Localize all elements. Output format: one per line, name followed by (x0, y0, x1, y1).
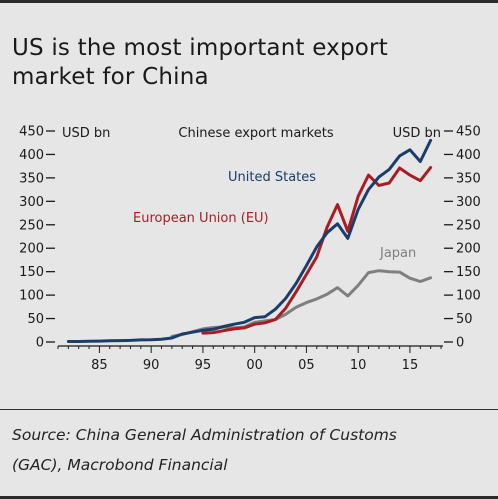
right-y-tick-label: 250 (456, 218, 481, 233)
x-tick-label: 15 (402, 358, 419, 373)
bottom-rule (0, 496, 498, 499)
source-divider (0, 409, 498, 410)
chart: 0 0 50 50 100 100 150 150 200 200 250 250 300 300 350 3… (0, 118, 498, 380)
right-y-tick-label: 100 (456, 289, 481, 304)
x-tick-label: 95 (195, 358, 212, 373)
right-axis-unit: USD bn (393, 126, 441, 141)
left-y-tick-label: 300 (19, 195, 44, 210)
title-line-1: US is the most important export (12, 35, 388, 61)
x-tick-label: 85 (91, 358, 108, 373)
right-y-tick-label: 350 (456, 171, 481, 186)
right-y-tick-label: 150 (456, 265, 481, 280)
right-y-tick-label: 0 (456, 336, 464, 351)
left-y-tick-label: 100 (19, 289, 44, 304)
series-layer (66, 138, 433, 343)
left-y-tick-label: 200 (19, 242, 44, 257)
left-y-tick-label: 400 (19, 148, 44, 163)
series-line-european-union-eu (201, 166, 433, 335)
left-y-tick-label: 150 (19, 265, 44, 280)
legend-label-japan: Japan (379, 246, 416, 261)
top-rule (0, 0, 498, 3)
left-axis-unit: USD bn (62, 126, 110, 141)
source-note: Source: China General Administration of … (12, 420, 488, 480)
left-y-tick-label: 50 (27, 312, 44, 327)
title-line-2: market for China (12, 64, 209, 90)
x-tick-label: 10 (350, 358, 367, 373)
left-y-tick-label: 0 (36, 336, 44, 351)
series-line-united-states (66, 138, 433, 343)
left-y-tick-label: 250 (19, 218, 44, 233)
x-tick-label: 00 (246, 358, 263, 373)
left-y-tick-label: 350 (19, 171, 44, 186)
source-line-1: Source: China General Administration of … (12, 426, 397, 444)
page-title: US is the most important export market f… (12, 34, 482, 92)
chart-title: Chinese export markets (178, 126, 333, 141)
right-y-tick-label: 300 (456, 195, 481, 210)
x-tick-label: 05 (298, 358, 315, 373)
legend-label-united-states: United States (228, 170, 316, 185)
x-tick-label: 90 (143, 358, 160, 373)
legend-label-european-union: European Union (EU) (133, 211, 269, 226)
right-y-tick-label: 50 (456, 312, 473, 327)
right-y-tick-label: 200 (456, 242, 481, 257)
source-line-2: (GAC), Macrobond Financial (12, 456, 228, 474)
right-y-tick-label: 400 (456, 148, 481, 163)
right-y-tick-label: 450 (456, 125, 481, 140)
left-y-tick-label: 450 (19, 125, 44, 140)
